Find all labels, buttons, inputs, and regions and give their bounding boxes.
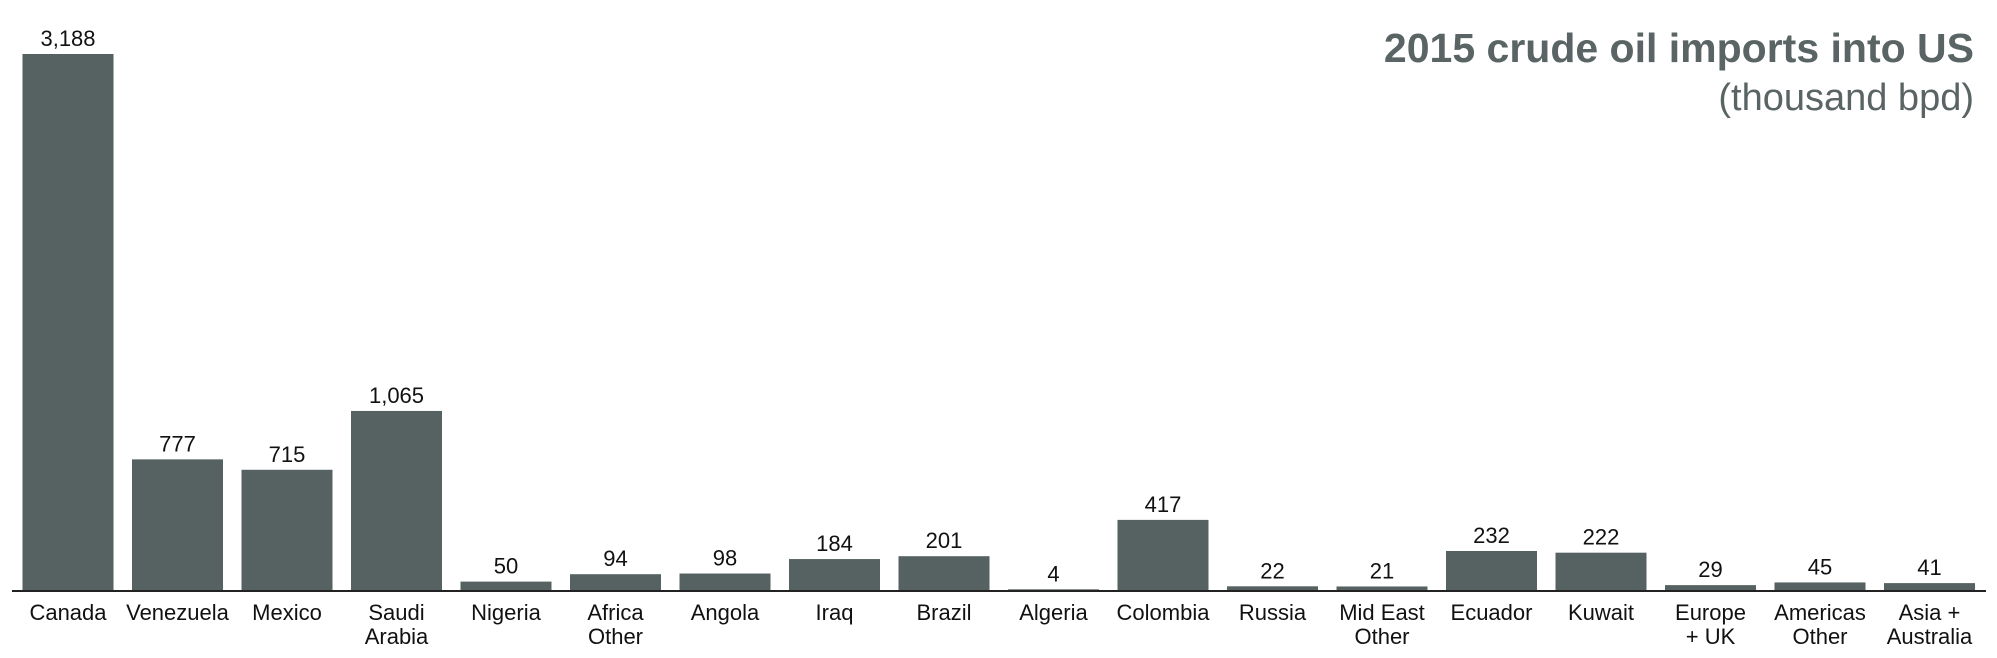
- bar: [1336, 586, 1428, 590]
- value-label: 21: [1370, 558, 1394, 583]
- value-label: 41: [1917, 555, 1941, 580]
- value-label: 3,188: [40, 26, 95, 51]
- chart-title: 2015 crude oil imports into US: [1384, 25, 1974, 71]
- x-tick-label: Angola: [691, 600, 760, 625]
- x-tick-label: Iraq: [816, 600, 854, 625]
- x-tick-label: Algeria: [1019, 600, 1088, 625]
- x-tick-label: Asia + Australia: [1887, 600, 1973, 649]
- value-label: 50: [494, 554, 518, 579]
- bar: [351, 410, 442, 590]
- bar: [1774, 582, 1866, 590]
- x-tick-label: Colombia: [1117, 600, 1211, 625]
- x-tick-label: Russia: [1239, 600, 1307, 625]
- value-label: 29: [1698, 557, 1722, 582]
- value-label: 222: [1583, 525, 1620, 550]
- value-label: 98: [713, 546, 737, 571]
- bar: [132, 459, 223, 590]
- bar: [679, 573, 771, 590]
- bar: [898, 556, 990, 590]
- bar: [22, 54, 114, 590]
- value-label: 45: [1808, 554, 1832, 579]
- x-tick-label: Americas Other: [1774, 600, 1866, 649]
- x-tick-label: Saudi Arabia: [365, 600, 429, 649]
- value-label: 1,065: [369, 383, 424, 408]
- x-tick-label: Ecuador: [1451, 600, 1533, 625]
- bar: [1884, 583, 1975, 590]
- bar: [1665, 585, 1756, 590]
- bar: [241, 469, 333, 590]
- x-tick-label: Europe + UK: [1675, 600, 1746, 649]
- x-tick-label: Mid East Other: [1339, 600, 1425, 649]
- chart-subtitle: (thousand bpd): [1718, 77, 1974, 119]
- bar: [1446, 550, 1537, 590]
- bar: [460, 581, 552, 590]
- bar: [1117, 519, 1209, 590]
- value-label: 22: [1260, 558, 1284, 583]
- value-label: 232: [1473, 523, 1510, 548]
- value-label: 94: [603, 546, 627, 571]
- x-tick-label: Nigeria: [471, 600, 541, 625]
- value-label: 715: [269, 442, 306, 467]
- value-label: 184: [816, 531, 853, 556]
- x-tick-label: Canada: [29, 600, 107, 625]
- x-tick-label: Kuwait: [1568, 600, 1634, 625]
- bar: [570, 574, 661, 590]
- x-tick-label: Brazil: [916, 600, 971, 625]
- value-label: 4: [1047, 561, 1059, 586]
- x-tick-label: Africa Other: [587, 600, 644, 649]
- bar: [789, 559, 880, 590]
- value-label: 417: [1145, 492, 1182, 517]
- x-tick-label: Venezuela: [126, 600, 230, 625]
- value-label: 777: [159, 431, 196, 456]
- bar: [1008, 589, 1099, 590]
- bar: [1227, 586, 1318, 590]
- x-tick-label: Mexico: [252, 600, 322, 625]
- bar: [1555, 552, 1647, 590]
- value-label: 201: [926, 528, 963, 553]
